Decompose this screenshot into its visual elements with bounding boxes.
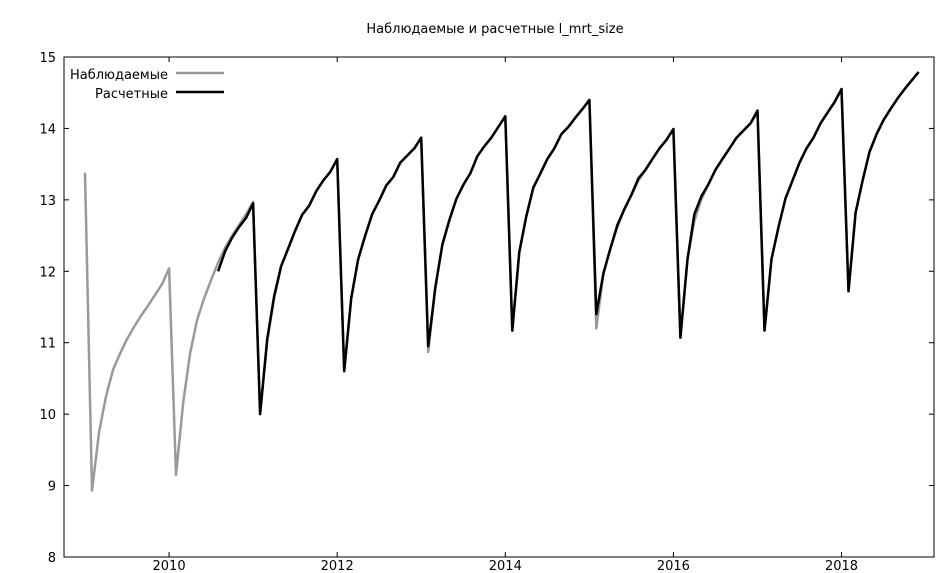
x-tick-label-2018: 2018 <box>825 559 858 573</box>
chart-title: Наблюдаемые и расчетные l_mrt_size <box>366 22 623 37</box>
x-tick-label-2016: 2016 <box>657 559 690 573</box>
legend: Наблюдаемые Расчетные <box>70 68 224 102</box>
legend-label-fitted: Расчетные <box>95 87 168 102</box>
y-tick-label-10: 10 <box>39 408 56 423</box>
y-tick-label-12: 12 <box>39 265 56 280</box>
y-tick-label-8: 8 <box>48 551 56 566</box>
y-tick-label-11: 11 <box>39 337 56 352</box>
y-axis: 8 9 10 11 12 13 14 15 <box>39 51 934 566</box>
y-tick-label-14: 14 <box>39 122 56 137</box>
legend-entry-fitted: Расчетные <box>95 87 224 102</box>
series-layer <box>83 71 920 492</box>
plot-frame <box>63 56 935 558</box>
legend-label-observed: Наблюдаемые <box>70 68 168 83</box>
series-fitted-line <box>216 71 920 416</box>
series-observed-line <box>83 71 920 492</box>
y-tick-label-13: 13 <box>39 194 56 209</box>
x-tick-label-2012: 2012 <box>321 559 354 573</box>
x-tick-label-2014: 2014 <box>489 559 522 573</box>
x-tick-label-2010: 2010 <box>153 559 186 573</box>
x-axis: 2010 2012 2014 2016 2018 <box>153 57 858 573</box>
y-tick-label-9: 9 <box>48 480 56 495</box>
y-tick-label-15: 15 <box>39 51 56 66</box>
legend-entry-observed: Наблюдаемые <box>70 68 224 83</box>
